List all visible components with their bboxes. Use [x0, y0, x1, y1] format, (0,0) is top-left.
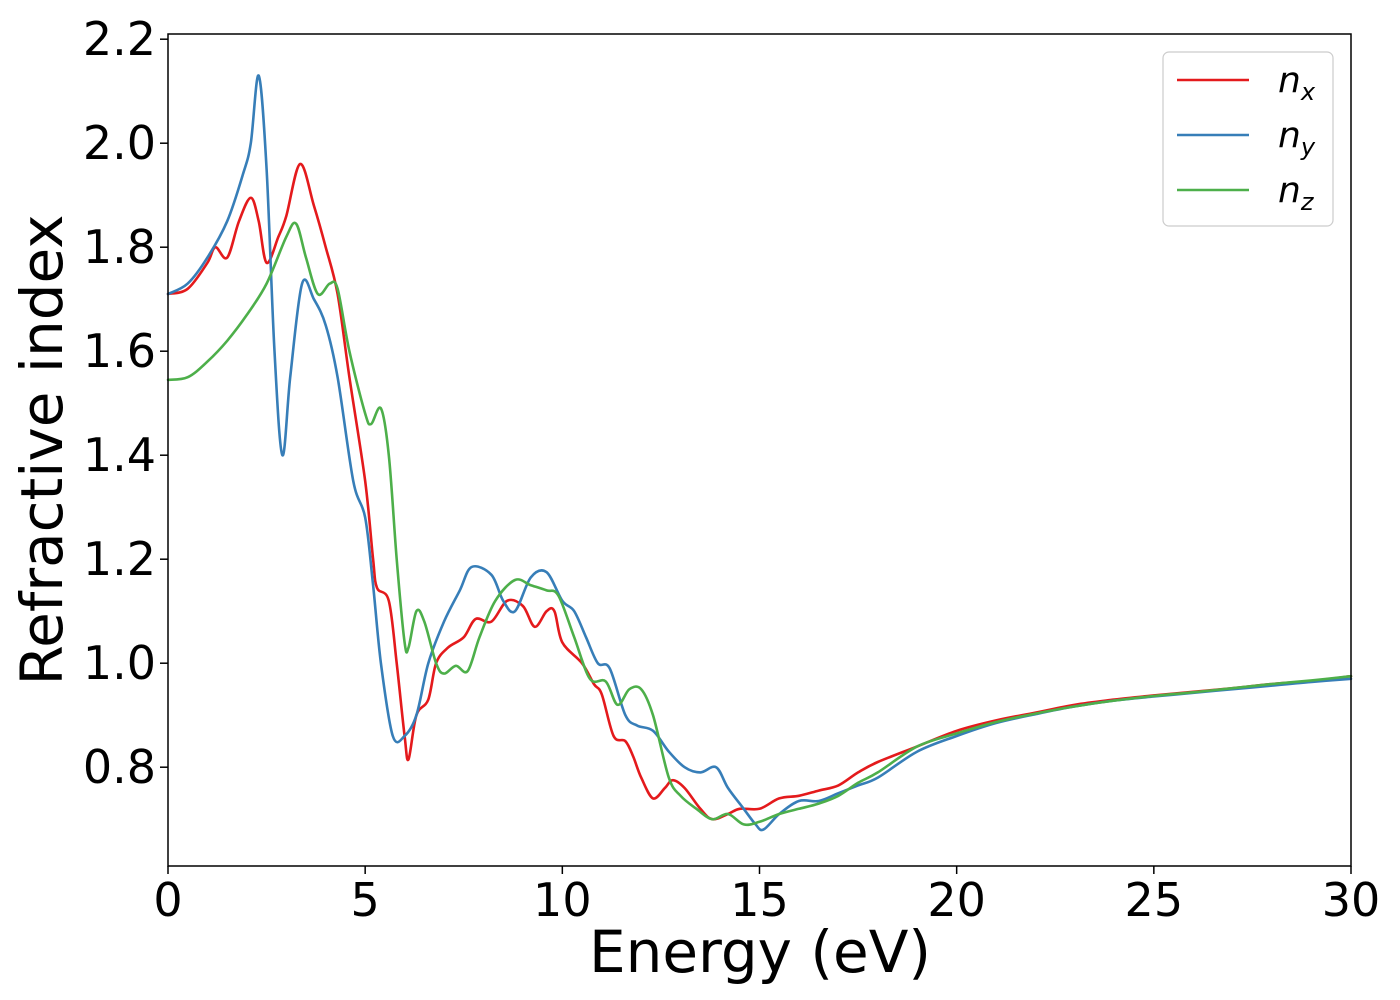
- x-tick-label: 25: [1125, 873, 1184, 927]
- y-axis-label: Refractive index: [8, 214, 76, 685]
- y-tick-label: 1.8: [83, 220, 156, 274]
- y-tick-label: 1.6: [83, 324, 156, 378]
- x-tick-label: 15: [730, 873, 789, 927]
- x-axis-label: Energy (eV): [589, 918, 931, 986]
- y-tick-label: 1.2: [83, 532, 156, 586]
- y-tick-label: 2.2: [83, 12, 156, 66]
- y-tick-label: 2.0: [83, 116, 156, 170]
- legend: nx ny nz: [1162, 51, 1334, 227]
- x-tick-label: 5: [351, 873, 380, 927]
- x-tick-label: 10: [533, 873, 592, 927]
- legend-label-ny: ny: [1278, 115, 1316, 161]
- y-tick-label: 1.0: [83, 636, 156, 690]
- plot-lines: [166, 74, 1353, 832]
- legend-box: [1162, 51, 1334, 227]
- legend-label-nx: nx: [1278, 60, 1316, 106]
- y-axis-ticks: 0.8 1.0 1.2 1.4 1.6 1.8 2.0 2.2: [83, 12, 168, 794]
- legend-label-nz: nz: [1278, 170, 1315, 216]
- x-tick-label: 20: [927, 873, 986, 927]
- y-tick-label: 1.4: [83, 428, 156, 482]
- x-axis-ticks: 0 5 10 15 20 25 30: [153, 866, 1380, 927]
- series-line-nx: [166, 162, 1353, 821]
- x-tick-label: 30: [1322, 873, 1381, 927]
- y-tick-label: 0.8: [83, 740, 156, 794]
- x-tick-label: 0: [153, 873, 182, 927]
- series-line-nz: [166, 221, 1353, 827]
